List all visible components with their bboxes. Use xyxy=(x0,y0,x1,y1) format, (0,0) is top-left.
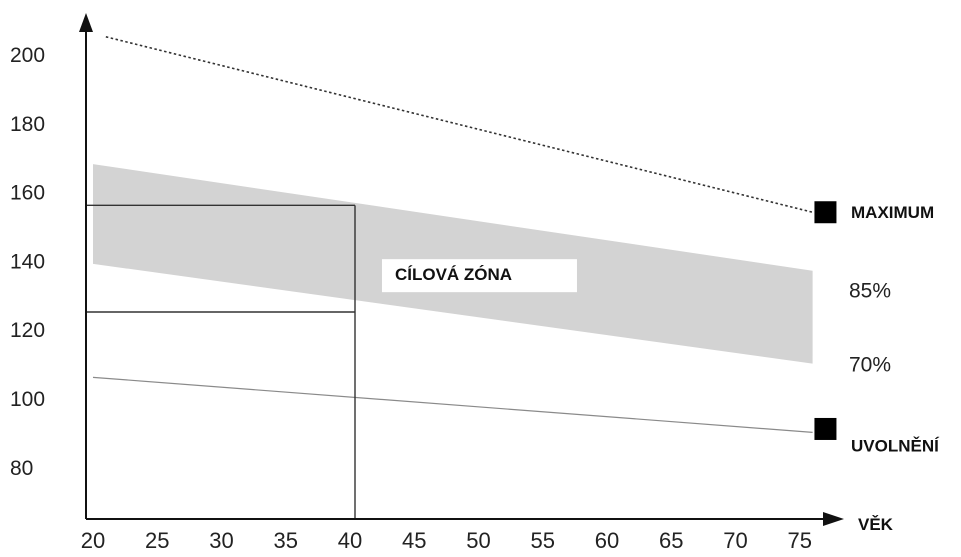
x-tick-label: 70 xyxy=(723,528,747,553)
y-tick-label: 200 xyxy=(10,44,45,67)
rest-marker xyxy=(814,417,837,440)
y-tick-label: 140 xyxy=(10,250,45,273)
y-axis-arrow-icon xyxy=(79,13,93,32)
x-tick-label: 35 xyxy=(274,528,298,553)
x-tick-label: 55 xyxy=(531,528,555,553)
x-tick-label: 25 xyxy=(145,528,169,553)
y-tick-label: 180 xyxy=(10,113,45,136)
x-tick-label: 60 xyxy=(595,528,619,553)
x-tick-label: 50 xyxy=(466,528,490,553)
x-tick-label: 75 xyxy=(788,528,812,553)
maximum-line xyxy=(105,36,813,214)
target-zone-label: CÍLOVÁ ZÓNA xyxy=(395,265,512,284)
legend-label-85: 85% xyxy=(849,280,891,303)
y-tick-labels: 200 180 160 140 120 100 80 xyxy=(10,44,45,480)
x-tick-label: 65 xyxy=(659,528,683,553)
axes xyxy=(79,13,844,526)
x-tick-label: 30 xyxy=(209,528,233,553)
rest-line xyxy=(92,376,813,433)
x-tick-label: 40 xyxy=(338,528,362,553)
maximum-marker xyxy=(814,201,837,224)
y-tick-label: 160 xyxy=(10,182,45,205)
series-markers xyxy=(814,201,837,440)
legend-label-uvolneni: UVOLNĚNÍ xyxy=(851,436,940,455)
series-lines-layer xyxy=(92,36,813,433)
x-axis-label: VĚK xyxy=(858,515,894,534)
y-tick-label: 120 xyxy=(10,319,45,342)
x-tick-label: 20 xyxy=(81,528,105,553)
y-tick-label: 80 xyxy=(10,457,33,480)
x-tick-labels: 20 25 30 35 40 45 50 55 60 65 70 75 xyxy=(81,528,812,553)
x-axis-arrow-icon xyxy=(823,512,844,526)
y-tick-label: 100 xyxy=(10,388,45,411)
target-zone-label-box xyxy=(381,259,577,293)
legend-label-maximum: MAXIMUM xyxy=(851,203,934,222)
x-tick-label: 45 xyxy=(402,528,426,553)
guide-lines-layer xyxy=(86,204,356,519)
legend-label-70: 70% xyxy=(849,354,891,377)
